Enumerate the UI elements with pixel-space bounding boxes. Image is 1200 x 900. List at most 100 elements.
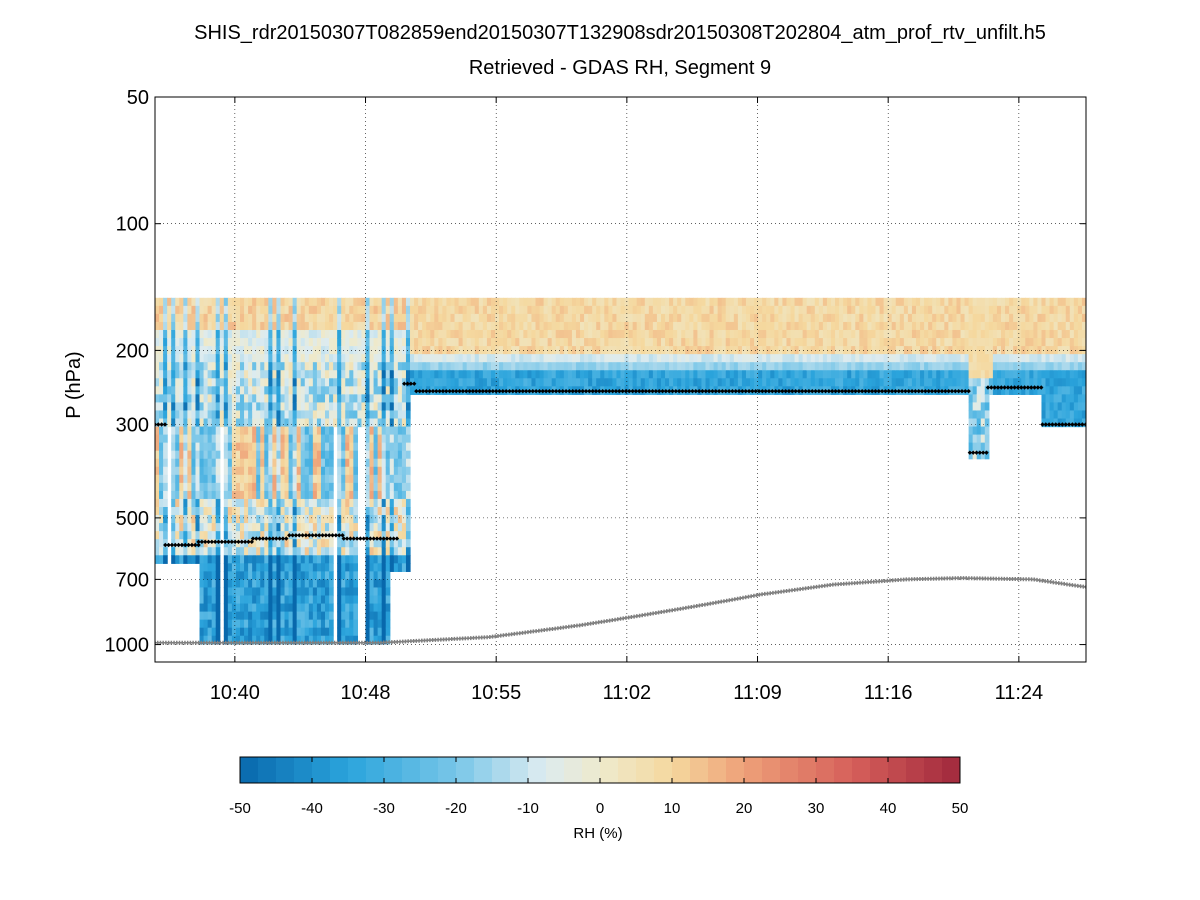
field-cell (665, 329, 670, 339)
field-cell (248, 531, 253, 540)
field-cell (268, 579, 273, 589)
field-cell (280, 474, 286, 484)
field-cell (235, 313, 241, 323)
field-cell (1077, 410, 1083, 420)
field-cell (1061, 402, 1067, 412)
field-cell (175, 474, 180, 484)
field-cell (794, 338, 800, 347)
field-cell (442, 305, 448, 315)
field-cell (300, 362, 306, 371)
field-cell (984, 378, 990, 387)
field-cell (288, 474, 294, 484)
field-cell (774, 313, 779, 323)
field-cell (353, 450, 358, 460)
field-cell (284, 515, 290, 524)
field-cell (835, 346, 840, 355)
field-cell (288, 346, 294, 355)
cloud-top-point (460, 388, 466, 394)
field-cell (652, 362, 658, 371)
field-cell (920, 354, 925, 363)
field-cell (899, 378, 905, 387)
field-cell (183, 547, 188, 556)
field-cell (891, 362, 897, 371)
field-cell (199, 490, 205, 500)
field-cell (806, 338, 812, 347)
field-cell (984, 402, 990, 412)
field-cell (377, 482, 383, 492)
field-cell (1041, 410, 1047, 420)
cloud-top-point (267, 536, 272, 541)
field-cell (341, 426, 346, 436)
field-cell (503, 378, 508, 387)
field-cell (426, 362, 431, 371)
field-cell (907, 362, 913, 371)
field-cell (325, 635, 330, 645)
field-cell (248, 595, 253, 605)
field-cell (312, 370, 318, 379)
field-cell (563, 338, 569, 347)
field-cell (304, 466, 310, 476)
field-cell (750, 354, 755, 363)
field-cell (1033, 305, 1039, 315)
field-cell (341, 595, 346, 605)
field-cell (345, 329, 350, 339)
cloud-top-point (284, 536, 289, 541)
field-cell (349, 402, 354, 412)
field-cell (292, 313, 298, 323)
field-cell (345, 354, 350, 363)
field-cell (1045, 394, 1051, 404)
field-cell (337, 394, 342, 404)
field-cell (240, 338, 245, 347)
field-cell (231, 450, 237, 460)
field-cell (976, 394, 982, 404)
field-cell (163, 490, 168, 500)
field-cell (928, 378, 933, 387)
field-cell (264, 402, 269, 412)
field-cell (292, 490, 298, 500)
field-cell (260, 394, 265, 404)
field-cell (515, 313, 520, 323)
field-cell (341, 555, 346, 564)
field-cell (381, 442, 387, 452)
field-cell (446, 313, 452, 323)
field-cell (405, 458, 411, 468)
field-cell (458, 370, 464, 379)
field-cell (268, 515, 273, 524)
field-cell (381, 450, 387, 460)
field-cell (308, 362, 314, 371)
field-cell (227, 635, 233, 645)
field-cell (503, 321, 508, 331)
field-cell (345, 635, 350, 645)
field-cell (199, 434, 205, 444)
field-cell (231, 426, 237, 436)
field-cell (847, 313, 852, 323)
field-cell (296, 297, 302, 307)
field-cell (478, 329, 484, 339)
field-cell (244, 378, 249, 387)
field-cell (503, 297, 508, 307)
field-cell (272, 362, 278, 371)
field-cell (701, 329, 707, 339)
field-cell (203, 370, 209, 379)
field-cell (199, 507, 205, 516)
field-cell (531, 329, 537, 339)
field-cell (499, 338, 504, 347)
field-cell (462, 338, 468, 347)
field-cell (272, 507, 278, 516)
field-cell (385, 595, 391, 605)
field-cell (187, 402, 193, 412)
field-cell (430, 362, 435, 371)
field-cell (316, 378, 322, 387)
field-cell (276, 515, 282, 524)
field-cell (280, 378, 286, 387)
field-cell (604, 305, 609, 315)
field-cell (843, 313, 848, 323)
field-cell (325, 595, 330, 605)
field-cell (385, 482, 391, 492)
field-cell (377, 458, 383, 468)
field-cell (547, 370, 553, 379)
field-cell (288, 370, 294, 379)
field-cell (231, 402, 237, 412)
field-cell (592, 378, 597, 387)
field-cell (466, 338, 472, 347)
